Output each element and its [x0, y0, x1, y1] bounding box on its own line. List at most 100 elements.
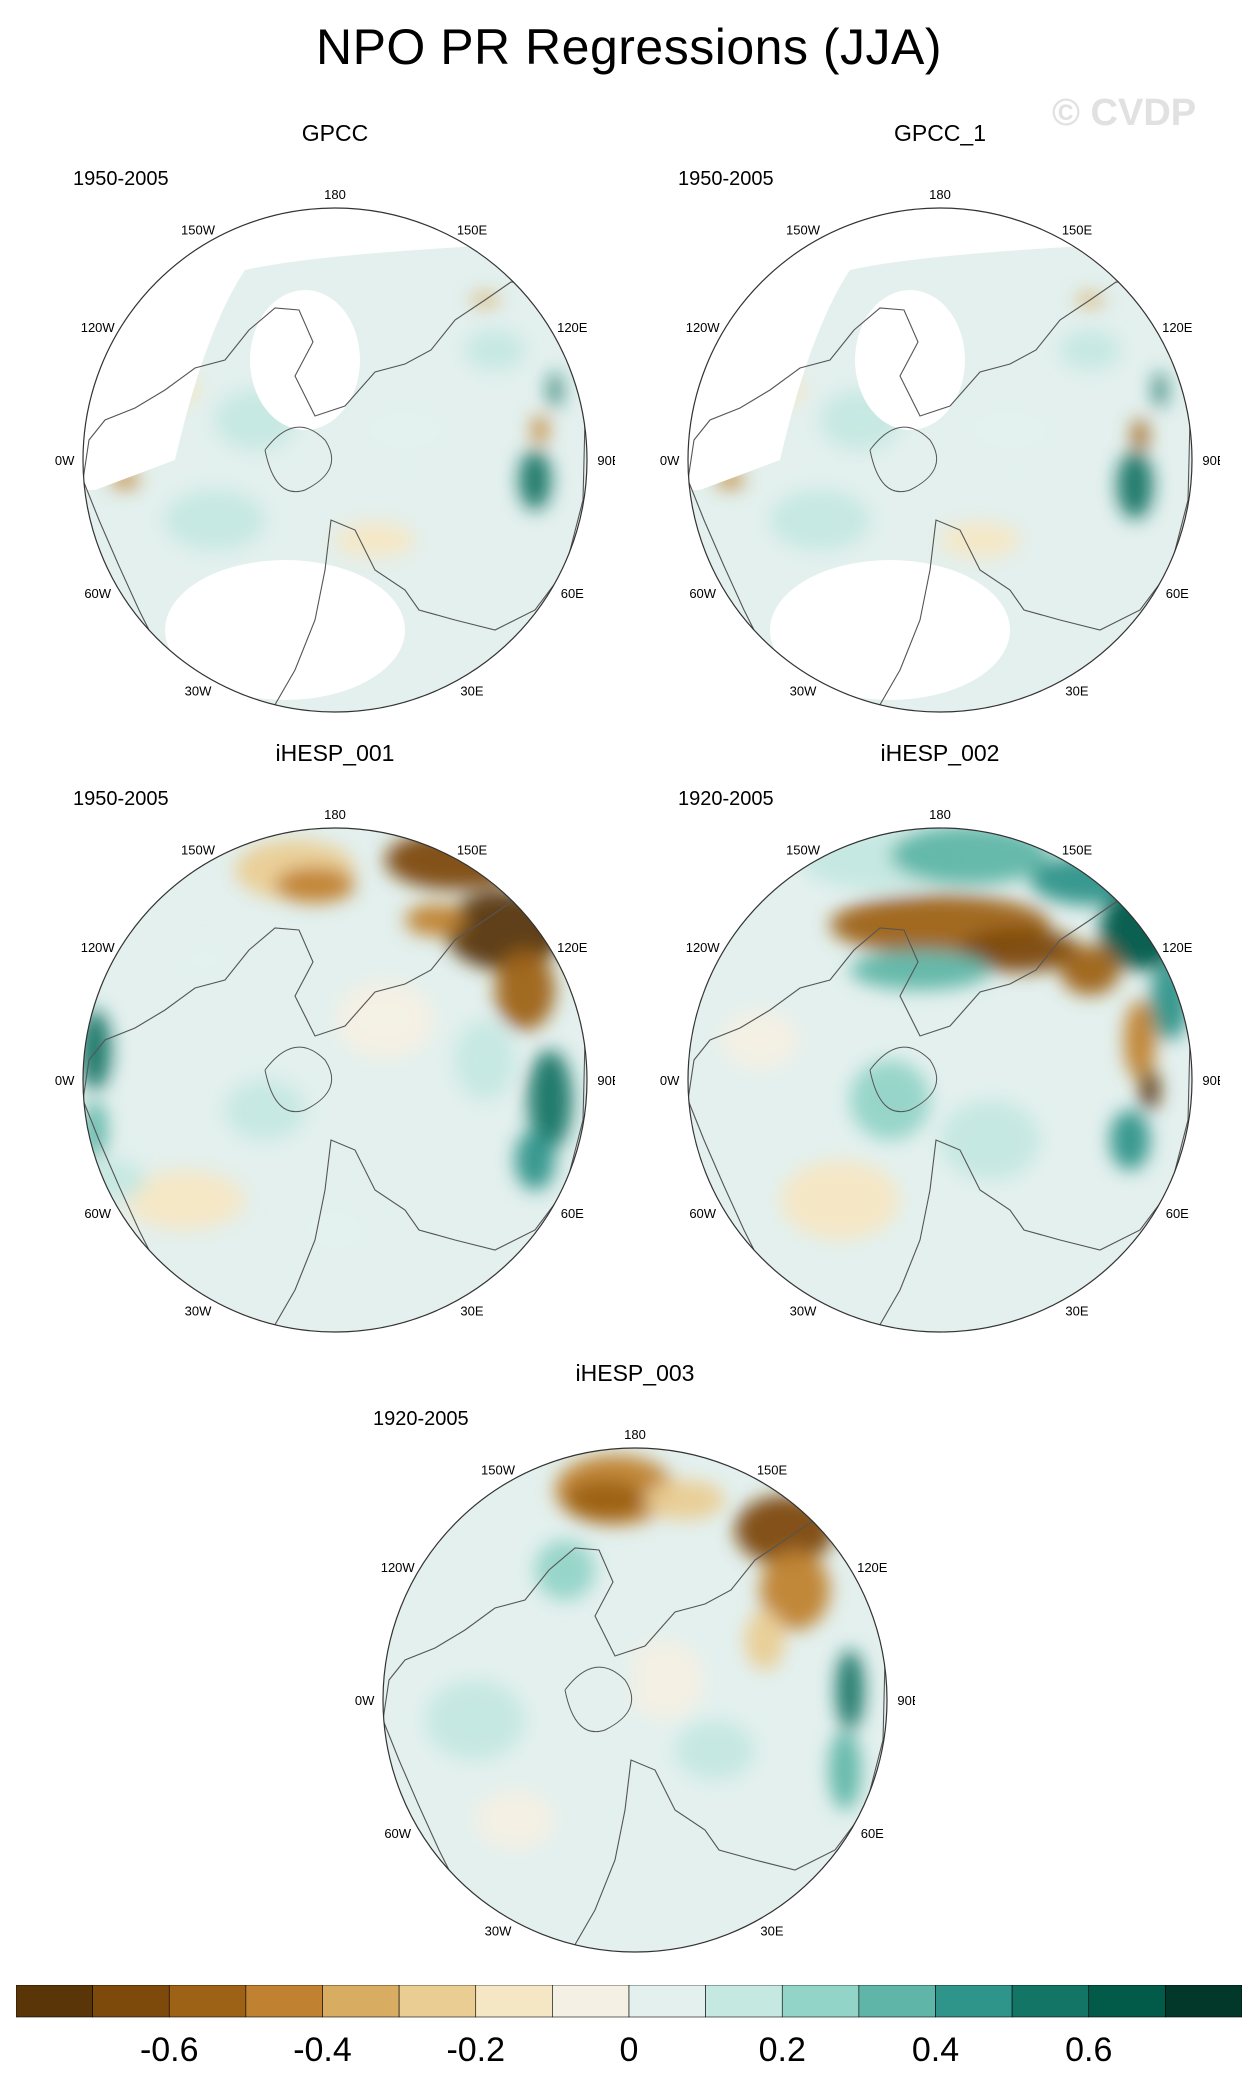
field-anomaly	[555, 1650, 635, 1710]
coastline-greenland	[264, 426, 333, 492]
field-anomaly	[285, 1190, 385, 1270]
polar-map: 180 150E 120E 90E 60E 30E 0 30W 60W 90W 120W 150W	[660, 807, 1220, 1340]
longitude-label: 150E	[457, 843, 488, 858]
longitude-label: 180	[929, 187, 951, 202]
longitude-label: 120W	[686, 320, 721, 335]
field-anomaly	[950, 390, 1070, 470]
colorbar-swatch	[398, 1985, 477, 2018]
longitude-label: 0	[331, 1339, 338, 1340]
field-anomaly	[535, 1540, 595, 1600]
colorbar-swatch	[245, 1985, 323, 2018]
map-panel-ihesp-003: iHESP_003 1920-2005 180 150E 120E 90E 60E 30E…	[355, 1360, 915, 1960]
map-panel-gpcc-1: GPCC_1 1950-2005 180 150E 120E 90E 60E 30E 0 30…	[660, 120, 1220, 720]
field-anomaly	[720, 1010, 800, 1070]
field-anomaly	[1140, 1070, 1160, 1110]
colorbar-swatch	[168, 1985, 247, 2018]
field-anomaly	[645, 1480, 725, 1520]
longitude-label: 90W	[660, 1073, 680, 1088]
field-anomaly	[1030, 855, 1150, 905]
field-anomaly	[532, 416, 548, 444]
colorbar-swatch	[16, 1985, 93, 2018]
field-anomaly	[850, 950, 990, 990]
coastline	[83, 901, 586, 1332]
field-anomaly	[850, 1060, 930, 1140]
longitude-label: 90E	[1202, 453, 1220, 468]
longitude-label: 120E	[1162, 320, 1193, 335]
longitude-label: 0	[936, 719, 943, 720]
longitude-label: 30W	[790, 683, 817, 698]
regression-field	[688, 208, 1192, 712]
field-anomaly	[675, 1720, 755, 1780]
longitude-label: 150E	[1062, 843, 1093, 858]
longitude-label: 90E	[597, 1073, 615, 1088]
polar-map: 180 150E 120E 90E 60E 30E 0 30W 60W 90W 120W 150W	[55, 187, 615, 720]
longitude-label: 60W	[384, 1826, 411, 1841]
regression-field	[383, 1448, 887, 1952]
field-anomaly	[710, 1110, 770, 1170]
panel-title: GPCC_1	[893, 120, 987, 146]
map-panel-ihesp-001: iHESP_001 1950-2005 180 150E 120E 90E 60E 30E…	[55, 740, 615, 1340]
longitude-label: 150W	[786, 843, 821, 858]
field-anomaly	[519, 450, 551, 510]
longitude-label: 60E	[561, 1206, 584, 1221]
field-anomaly	[780, 1160, 900, 1240]
longitude-label: 30W	[185, 683, 212, 698]
field-anomaly	[829, 1730, 861, 1810]
colorbar-tick-label: 0.2	[759, 2031, 806, 2069]
longitude-label: 180	[624, 1427, 646, 1442]
field-anomaly	[85, 1160, 145, 1200]
longitude-label: 30E	[460, 683, 483, 698]
field-anomaly	[770, 490, 870, 550]
coastline-greenland	[264, 1046, 333, 1112]
longitude-label: 120W	[81, 320, 116, 335]
longitude-label: 150W	[181, 223, 216, 238]
field-anomaly	[165, 930, 245, 990]
longitude-label: 90W	[355, 1693, 375, 1708]
polar-map: 180 150E 120E 90E 60E 30E 0 30W 60W 90W 120W 150W	[355, 1427, 915, 1960]
field-anomaly	[1150, 960, 1190, 1040]
field-anomaly	[455, 1020, 515, 1100]
field-anomaly	[495, 950, 555, 1030]
field-anomaly	[275, 867, 355, 903]
panel-title: GPCC	[301, 120, 369, 146]
colorbar-swatch	[781, 1985, 860, 2018]
longitude-label: 0	[936, 1339, 943, 1340]
longitude-label: 90W	[55, 1073, 75, 1088]
longitude-label: 90W	[660, 453, 680, 468]
colorbar-tick-label: -0.6	[140, 2031, 199, 2069]
coastline-greenland	[564, 1666, 633, 1732]
colorbar-swatch	[475, 1985, 553, 2018]
field-anomaly	[515, 1130, 555, 1190]
cvdp-watermark: © CVDP	[1052, 92, 1197, 134]
colorbar-swatch	[92, 1985, 170, 2018]
longitude-label: 30E	[760, 1923, 783, 1938]
longitude-label: 180	[929, 807, 951, 822]
coastline	[688, 281, 1191, 712]
field-anomaly	[1060, 945, 1120, 995]
regression-field	[83, 828, 587, 1332]
longitude-label: 90E	[597, 453, 615, 468]
field-anomaly	[1132, 419, 1148, 451]
colorbar-swatch	[1011, 1985, 1090, 2018]
longitude-label: 150E	[457, 223, 488, 238]
longitude-label: 150W	[481, 1463, 516, 1478]
coastline	[383, 1521, 886, 1952]
field-anomaly	[125, 1170, 245, 1230]
longitude-label: 120W	[381, 1560, 416, 1575]
colorbar-swatch	[935, 1985, 1013, 2018]
longitude-label: 180	[324, 187, 346, 202]
field-anomaly	[335, 980, 435, 1060]
field-anomaly	[475, 1790, 555, 1850]
field-anomaly	[345, 390, 465, 470]
field-anomaly	[425, 1680, 525, 1760]
longitude-label: 30E	[1065, 683, 1088, 698]
field-anomaly	[405, 904, 465, 936]
field-anomaly	[465, 330, 525, 370]
field-anomaly	[565, 1480, 645, 1520]
coastline	[688, 901, 1191, 1332]
coastline-greenland	[869, 1046, 938, 1112]
field-anomaly	[625, 1640, 705, 1720]
panel-title: iHESP_002	[880, 740, 1000, 766]
longitude-label: 150E	[1062, 223, 1093, 238]
colorbar-swatch	[858, 1985, 936, 2018]
